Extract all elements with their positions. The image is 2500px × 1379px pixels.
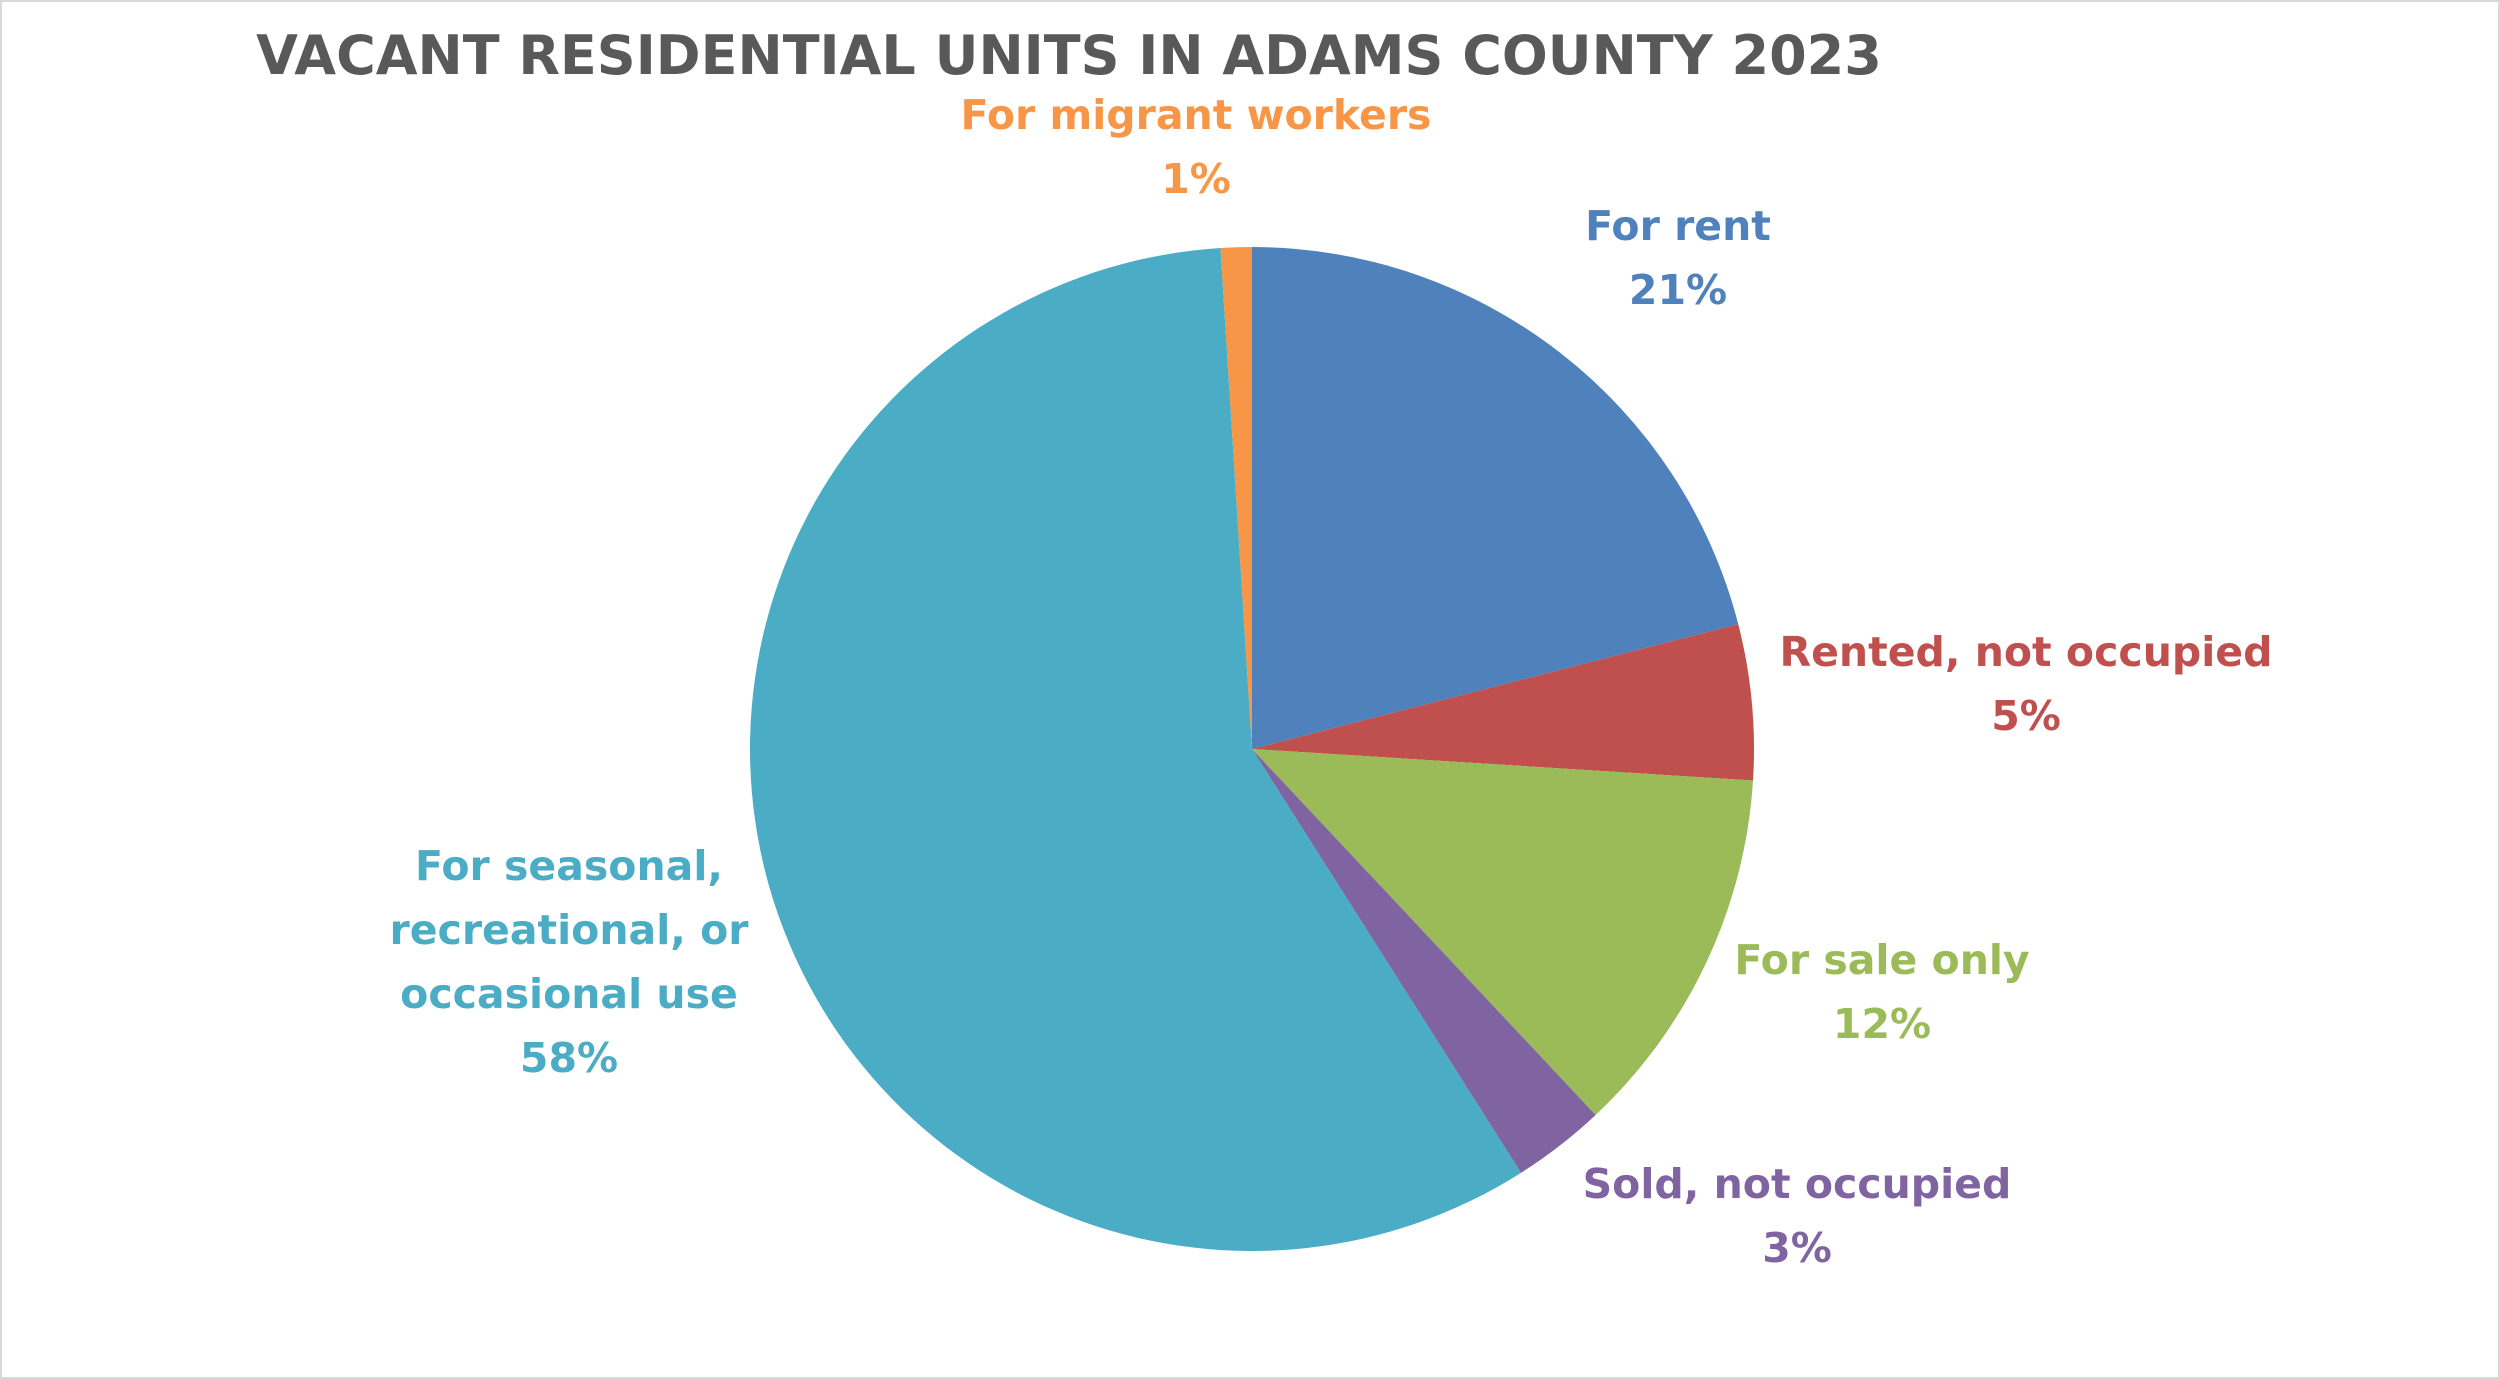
pie-slice-for-rent [1252, 247, 1739, 749]
data-label-percent: 58% [520, 1034, 618, 1082]
pie-slice-for-seasonal-recreational-or-occasional-use [750, 247, 1521, 1251]
data-label-for-rent: For rent 21% [1585, 202, 1771, 314]
data-label-category-line: Rented, not occupied [1780, 628, 2273, 676]
data-label-rented-not-occupied: Rented, not occupied 5% [1780, 628, 2273, 740]
pie-slice-sold-not-occupied [1252, 749, 1596, 1173]
data-label-percent: 1% [1161, 155, 1231, 203]
pie-slice-for-sale-only [1252, 749, 1754, 1115]
data-label-category-line: occasional use [400, 970, 738, 1018]
data-label-category-line: For sale only [1734, 936, 2029, 984]
data-label-percent: 12% [1833, 1000, 1931, 1048]
data-label-for-seasonal-recreational-or-occasional-use: For seasonal, recreational, or occasional … [390, 842, 750, 1082]
data-label-category-line: Sold, not occupied [1583, 1160, 2012, 1208]
data-label-category-line: For seasonal, [415, 842, 723, 890]
data-label-category-line: For migrant workers [961, 91, 1432, 139]
data-label-category-line: For rent [1585, 202, 1771, 250]
data-label-sold-not-occupied: Sold, not occupied 3% [1583, 1160, 2012, 1272]
data-label-for-sale-only: For sale only 12% [1734, 936, 2029, 1048]
data-label-for-migrant-workers: For migrant workers 1% [961, 91, 1432, 203]
chart-title: VACANT RESIDENTIAL UNITS IN ADAMS COUNTY… [256, 24, 1882, 87]
pie-slices [750, 247, 1754, 1251]
pie-slice-for-migrant-workers [1220, 247, 1252, 749]
pie-slice-rented-not-occupied [1252, 624, 1754, 781]
data-label-category-line: recreational, or [390, 906, 750, 954]
data-label-percent: 21% [1629, 266, 1727, 314]
data-label-percent: 5% [1991, 692, 2061, 740]
pie-data-labels: For rent 21% Rented, not occupied 5% For sal… [390, 91, 2273, 1272]
data-label-percent: 3% [1762, 1224, 1832, 1272]
